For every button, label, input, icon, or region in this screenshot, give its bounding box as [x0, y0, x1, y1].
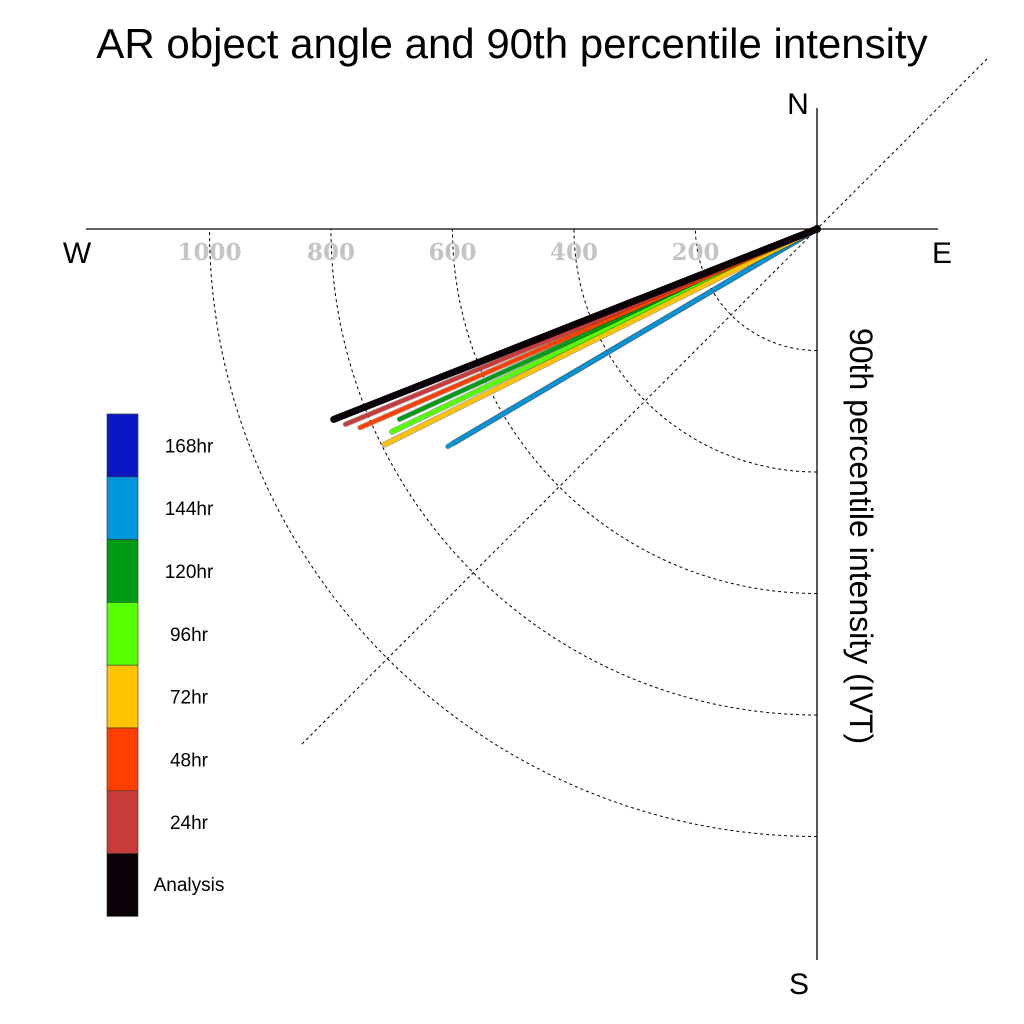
- legend-label-72hr: 72hr: [170, 688, 209, 709]
- legend-swatch-120hr: [106, 539, 139, 603]
- legend-swatch-144hr: [106, 476, 139, 540]
- chart-title: AR object angle and 90th percentile inte…: [96, 20, 927, 67]
- radial-tick-label-1000: 1000: [177, 239, 241, 266]
- legend-colorbar: 168hr 144hr 120hr 96hr 72hr 48hr 24hr Analysis: [106, 413, 225, 917]
- radial-tick-label-800: 800: [307, 239, 355, 266]
- compass-east-label: E: [932, 237, 952, 270]
- legend-swatch-48hr: [106, 727, 139, 792]
- radial-tick-labels: 200 400 600 800 1000: [177, 239, 719, 266]
- grid-arc-800: [330, 228, 818, 716]
- vector-origin: [813, 225, 821, 233]
- legend-swatch-24hr: [106, 790, 139, 854]
- legend-label-168hr: 168hr: [165, 436, 214, 457]
- polar-grid: [209, 58, 988, 837]
- legend-swatch-96hr: [106, 602, 139, 666]
- compass-north-label: N: [787, 88, 809, 121]
- legend-label-Analysis: Analysis: [154, 875, 225, 896]
- legend-label-120hr: 120hr: [165, 562, 214, 583]
- radial-tick-label-200: 200: [671, 239, 719, 266]
- legend-swatch-72hr: [106, 664, 139, 729]
- grid-arc-1000: [209, 228, 818, 837]
- vector-series: [330, 225, 821, 450]
- legend-label-48hr: 48hr: [170, 750, 209, 771]
- grid-arc-200: [695, 228, 818, 351]
- grid-arc-600: [452, 228, 818, 594]
- compass-south-label: S: [789, 968, 809, 1001]
- legend-label-24hr: 24hr: [170, 813, 209, 834]
- legend-label-96hr: 96hr: [170, 625, 209, 646]
- grid-arc-400: [573, 228, 818, 473]
- legend-swatch-Analysis: [106, 853, 139, 917]
- legend-label-144hr: 144hr: [165, 499, 214, 520]
- radial-tick-label-400: 400: [550, 239, 598, 266]
- radial-tick-label-600: 600: [428, 239, 476, 266]
- vector-Analysis: [330, 225, 821, 423]
- compass-west-label: W: [63, 237, 92, 270]
- y-axis-label: 90th percentile intensity (IVT): [843, 328, 879, 744]
- legend-swatch-168hr: [106, 413, 139, 478]
- vector-72hr: [382, 226, 820, 447]
- vector-144hr: [446, 227, 819, 449]
